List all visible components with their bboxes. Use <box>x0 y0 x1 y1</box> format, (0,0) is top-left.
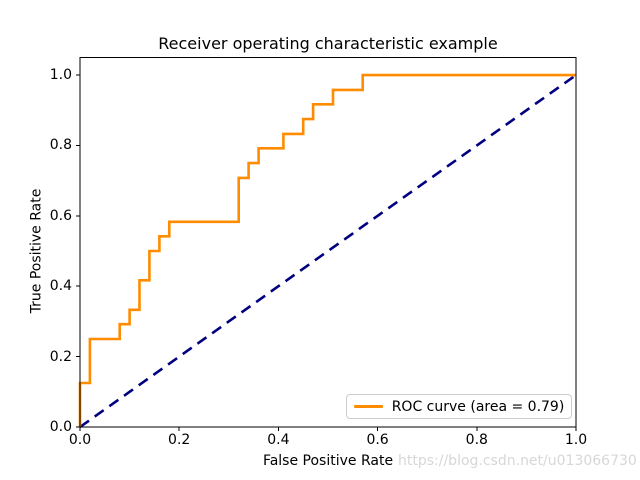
legend: ROC curve (area = 0.79) <box>346 394 572 419</box>
chance-line <box>79 74 577 429</box>
roc-curve-legend-label: ROC curve (area = 0.79) <box>391 398 565 415</box>
x-ticks <box>79 427 577 431</box>
y-axis-label: True Positive Rate <box>28 188 45 314</box>
roc-curve-group <box>78 73 576 427</box>
chart-title: Receiver operating characteristic exampl… <box>158 34 498 53</box>
watermark-url: https://blog.csdn.net/u013066730 <box>398 453 637 469</box>
chance-line-group <box>79 74 577 429</box>
x-axis-label: False Positive Rate <box>262 453 394 469</box>
axes-frame <box>79 57 577 428</box>
roc-curve-legend-swatch <box>353 405 383 408</box>
y-ticks <box>76 74 80 428</box>
roc-curve <box>78 73 576 427</box>
